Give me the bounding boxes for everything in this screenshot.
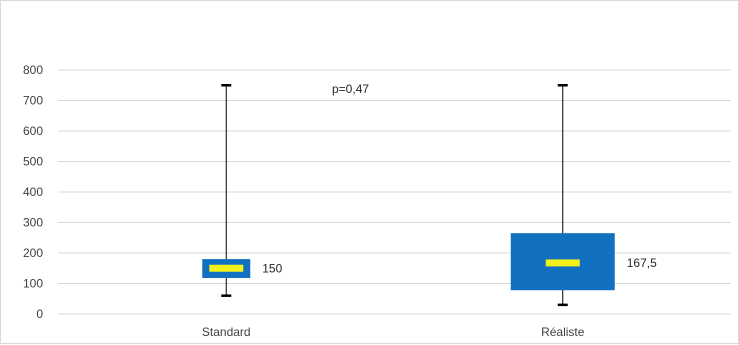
y-tick-label: 600 — [23, 124, 43, 138]
y-tick-label: 200 — [23, 246, 43, 260]
y-tick-label: 300 — [23, 216, 43, 230]
category-label: Standard — [202, 325, 251, 339]
median-label: 150 — [262, 261, 282, 275]
y-tick-label: 400 — [23, 185, 43, 199]
gridlines — [58, 69, 731, 315]
p-value-annotation: p=0,47 — [332, 82, 369, 96]
y-tick-label: 100 — [23, 277, 43, 291]
y-tick-label: 0 — [36, 307, 43, 321]
x-axis-categories: Standard Réaliste — [202, 325, 585, 339]
median-label: 167,5 — [627, 256, 657, 270]
median-marker — [545, 259, 580, 267]
box-series: 150 167,5 — [202, 84, 657, 307]
y-axis-ticks: 0 100 200 300 400 500 600 700 800 — [23, 63, 43, 321]
category-label: Réaliste — [541, 325, 585, 339]
y-tick-label: 800 — [23, 63, 43, 77]
y-tick-label: 700 — [23, 94, 43, 108]
y-tick-label: 500 — [23, 155, 43, 169]
median-marker — [209, 264, 244, 272]
